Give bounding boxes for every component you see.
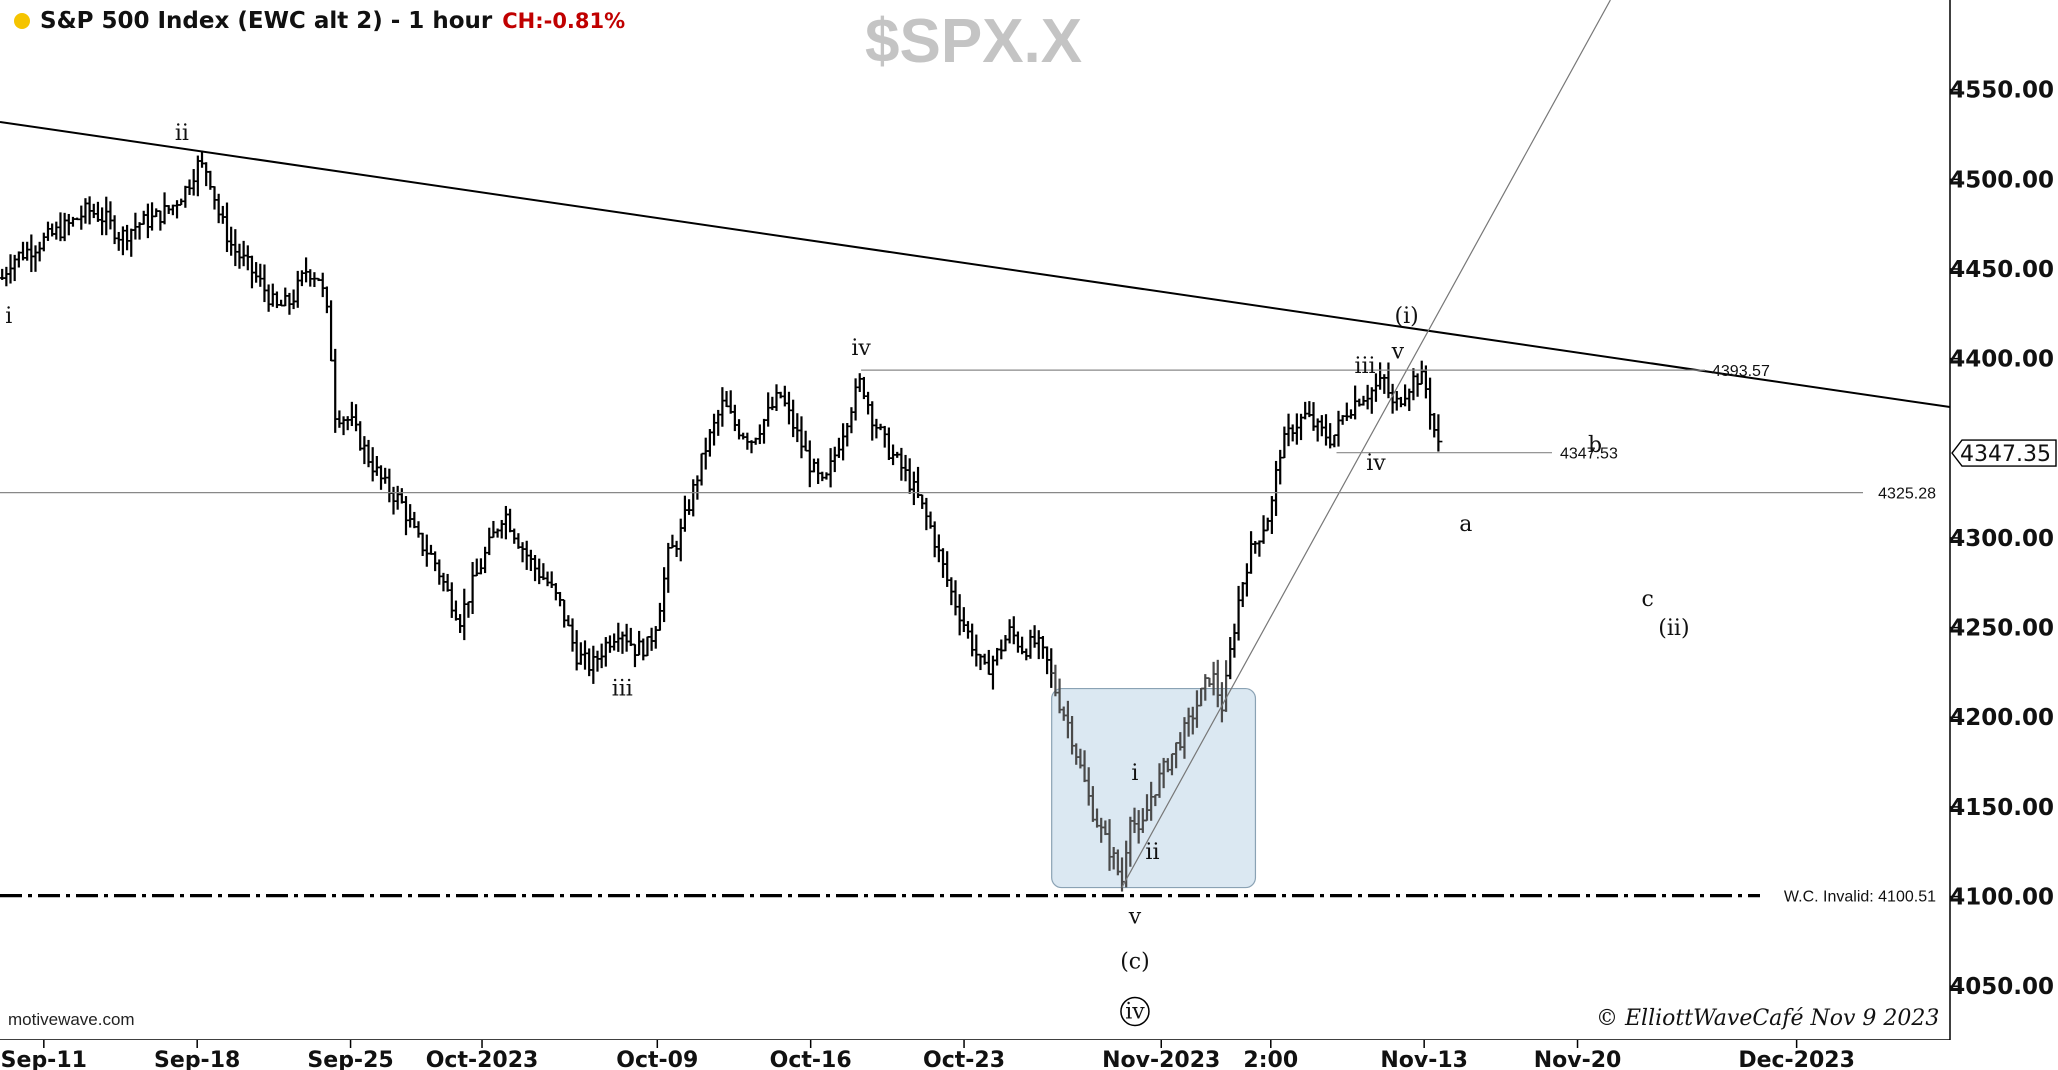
wave-label-circle <box>1120 996 1150 1027</box>
x-tick-label: Oct-23 <box>923 1048 1005 1070</box>
invalidation-label: W.C. Invalid: 4100.51 <box>1784 889 1936 906</box>
x-tick-label: Oct-09 <box>616 1048 698 1070</box>
x-tick-label: Oct-16 <box>770 1048 852 1070</box>
chart-title: S&P 500 Index (EWC alt 2) - 1 hour <box>40 8 493 34</box>
x-tick-label: Sep-18 <box>154 1048 240 1070</box>
x-tick-label: Sep-25 <box>307 1048 393 1070</box>
trendlines <box>0 0 1951 888</box>
copyright-label: © ElliottWaveCafé Nov 9 2023 <box>1596 1006 1940 1031</box>
x-axis-band <box>0 1040 2058 1070</box>
wave-label: iii <box>1354 354 1375 379</box>
wave-label: (ii) <box>1658 616 1689 641</box>
y-tick-label: 4550.00 <box>1949 78 2054 104</box>
resistance-trendline <box>0 120 1951 409</box>
level-label: 4347.53 <box>1560 446 1618 463</box>
wave-label: ii <box>175 121 189 146</box>
change-label: CH:-0.81% <box>502 9 626 33</box>
wave-label: a <box>1459 512 1472 537</box>
wave-label: v <box>1391 340 1405 365</box>
support-trendline <box>1121 0 1611 888</box>
y-tick-label: 4150.00 <box>1949 795 2054 821</box>
x-tick-label: Oct-2023 <box>426 1048 539 1070</box>
level-label: 4393.57 <box>1712 363 1770 380</box>
level-label: 4325.28 <box>1878 486 1936 503</box>
wave-label: i <box>1131 761 1138 786</box>
brand-label[interactable]: motivewave.com <box>8 1010 135 1029</box>
wave-label: c <box>1641 587 1653 612</box>
y-tick-label: 4050.00 <box>1949 974 2054 1000</box>
x-tick-label: 2:00 <box>1243 1048 1298 1070</box>
wave-label: (c) <box>1120 949 1150 974</box>
wave-label: iv <box>1125 999 1145 1024</box>
x-tick-label: Nov-20 <box>1534 1048 1622 1070</box>
wave-label: b <box>1588 433 1602 458</box>
chart-header: S&P 500 Index (EWC alt 2) - 1 hour CH:-0… <box>14 8 625 34</box>
wave-label: (i) <box>1395 304 1419 329</box>
y-tick-label: 4200.00 <box>1949 705 2054 731</box>
x-tick-label: Dec-2023 <box>1738 1048 1855 1070</box>
wave-label: v <box>1128 904 1142 929</box>
wave-label: i <box>5 304 12 329</box>
price-bars <box>0 150 1443 892</box>
y-tick-label: 4250.00 <box>1949 616 2054 642</box>
y-tick-label: 4300.00 <box>1949 526 2054 552</box>
x-tick-label: Nov-13 <box>1380 1048 1468 1070</box>
y-tick-label: 4100.00 <box>1949 885 2054 911</box>
y-tick-label: 4400.00 <box>1949 347 2054 373</box>
last-price-label: 4347.35 <box>1960 442 2051 467</box>
y-tick-label: 4450.00 <box>1949 257 2054 283</box>
symbol-watermark: $SPX.X <box>865 7 1083 76</box>
last-price-tag <box>1951 439 2057 467</box>
y-tick-label: 4500.00 <box>1949 167 2054 193</box>
wave-label: iv <box>851 336 871 361</box>
wave-label: ii <box>1145 840 1159 865</box>
status-dot-icon <box>14 13 30 29</box>
x-tick-label: Nov-2023 <box>1102 1048 1220 1070</box>
x-tick-label: Sep-11 <box>1 1048 87 1070</box>
level-lines: 4393.57 4347.53 4325.28 W.C. Invalid: 4100.… <box>0 363 1936 906</box>
wave-label: iii <box>612 677 633 702</box>
wave-label: iv <box>1366 451 1386 476</box>
